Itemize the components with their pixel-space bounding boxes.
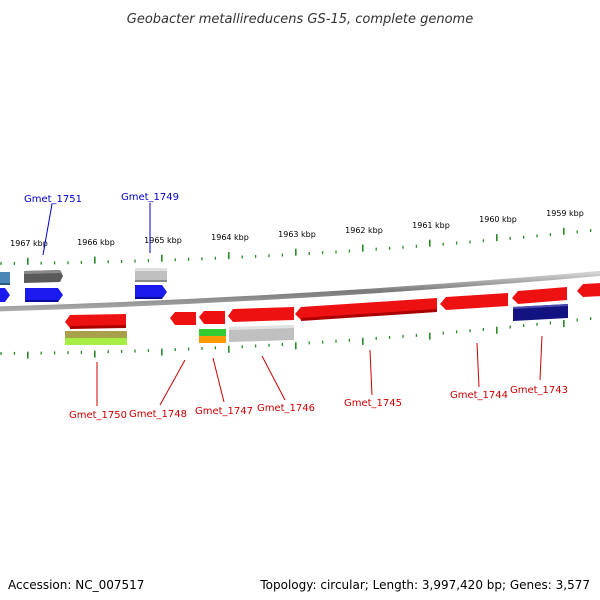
forward-strand-features — [0, 268, 167, 302]
gene-label-gmet-1743: Gmet_1743 — [510, 385, 568, 396]
genome-backbone — [0, 270, 600, 312]
scale-label-1964: 1964 kbp — [211, 233, 249, 242]
gene-feature-red-gmet-1743[interactable] — [512, 287, 567, 304]
scale-label-1960: 1960 kbp — [479, 215, 517, 224]
scale-ticks-forward — [0, 227, 592, 265]
gene-label-gmet-1749: Gmet_1749 — [121, 192, 179, 203]
gene-label-gmet-1744: Gmet_1744 — [450, 390, 508, 401]
gene-feature-gray-gmet-1746[interactable] — [229, 325, 294, 342]
gene-feature-red-gmet-1746[interactable] — [228, 307, 294, 322]
scale-label-1963: 1963 kbp — [278, 230, 316, 239]
gene-feature-olive[interactable] — [65, 331, 127, 338]
gene-feature-red-gmet-1745[interactable] — [295, 298, 437, 321]
gene-feature-orange[interactable] — [199, 336, 226, 343]
gene-feature-dark-gray[interactable] — [24, 270, 63, 283]
gene-feature-blue-mid[interactable] — [135, 285, 167, 299]
topology-text: Topology: circular; Length: 3,997,420 bp… — [260, 578, 590, 592]
accession-text: Accession: NC_007517 — [8, 578, 145, 592]
gene-label-gmet-1746: Gmet_1746 — [257, 403, 315, 414]
forward-callouts — [42, 203, 151, 256]
gene-feature-green[interactable] — [199, 329, 226, 336]
scale-ticks-reverse — [0, 317, 592, 359]
scale-label-1962: 1962 kbp — [345, 226, 383, 235]
scale-label-1965: 1965 kbp — [144, 236, 182, 245]
gene-feature-red-gmet-1744[interactable] — [440, 293, 508, 310]
scale-label-1966: 1966 kbp — [77, 238, 115, 247]
scale-label-1967: 1967 kbp — [10, 239, 48, 248]
scale-label-1959: 1959 kbp — [546, 209, 584, 218]
gene-label-gmet-1751: Gmet_1751 — [24, 194, 82, 205]
gene-feature-lime[interactable] — [65, 338, 127, 345]
map-title: Geobacter metallireducens GS-15, complet… — [127, 12, 473, 27]
scale-label-1961: 1961 kbp — [412, 221, 450, 230]
gene-feature-red-gmet-1748[interactable] — [170, 312, 196, 325]
gene-label-gmet-1748: Gmet_1748 — [129, 409, 187, 420]
reverse-strand-features — [65, 283, 600, 345]
gene-feature-steel-blue[interactable] — [0, 272, 10, 285]
gene-feature-blue-gmet-1751[interactable] — [25, 288, 63, 302]
gene-feature-red-right-edge[interactable] — [577, 283, 600, 297]
gene-feature-red-gmet-1750[interactable] — [65, 314, 126, 329]
gene-feature-red-small[interactable] — [199, 311, 225, 324]
gene-label-gmet-1745: Gmet_1745 — [344, 398, 402, 409]
gene-feature-navy[interactable] — [513, 304, 568, 321]
gene-feature-gray-gmet-1749[interactable] — [135, 268, 167, 282]
gene-label-gmet-1747: Gmet_1747 — [195, 406, 253, 417]
reverse-callouts — [96, 335, 543, 406]
gene-feature-blue-left[interactable] — [0, 288, 10, 302]
gene-label-gmet-1750: Gmet_1750 — [69, 410, 127, 421]
